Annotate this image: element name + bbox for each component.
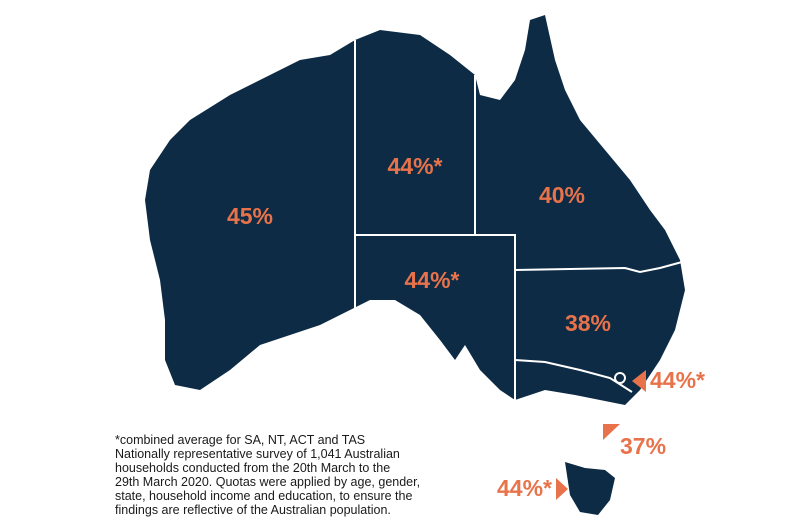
state-value: 44%*: [388, 153, 443, 179]
australia: [145, 15, 685, 515]
tasmania: [565, 462, 615, 515]
state-value: 44%*: [405, 267, 460, 293]
state-value: 38%: [565, 310, 611, 336]
state-value: 44%*: [650, 367, 705, 393]
pointer: [556, 478, 568, 500]
pointer: [603, 424, 620, 440]
mainland: [145, 15, 685, 405]
footnote-line: households conducted from the 20th March…: [115, 461, 390, 475]
state-value: 40%: [539, 182, 585, 208]
pointers: [556, 370, 646, 500]
footnote: *combined average for SA, NT, ACT and TA…: [115, 433, 420, 517]
footnote-line: state, household income and education, t…: [115, 489, 412, 503]
footnote-line: *combined average for SA, NT, ACT and TA…: [115, 433, 365, 447]
state-value: 45%: [227, 203, 273, 229]
pointer: [632, 370, 646, 392]
state-value: 37%: [620, 433, 666, 459]
border: [514, 261, 683, 274]
act: [614, 372, 626, 384]
state-value: 44%*: [497, 475, 552, 501]
footnote-line: findings are reflective of the Australia…: [115, 503, 391, 517]
footnote-line: Nationally representative survey of 1,04…: [115, 447, 400, 461]
border: [355, 234, 516, 415]
footnote-line: 29th March 2020. Quotas were applied by …: [115, 475, 420, 489]
state-borders: [354, 40, 683, 415]
